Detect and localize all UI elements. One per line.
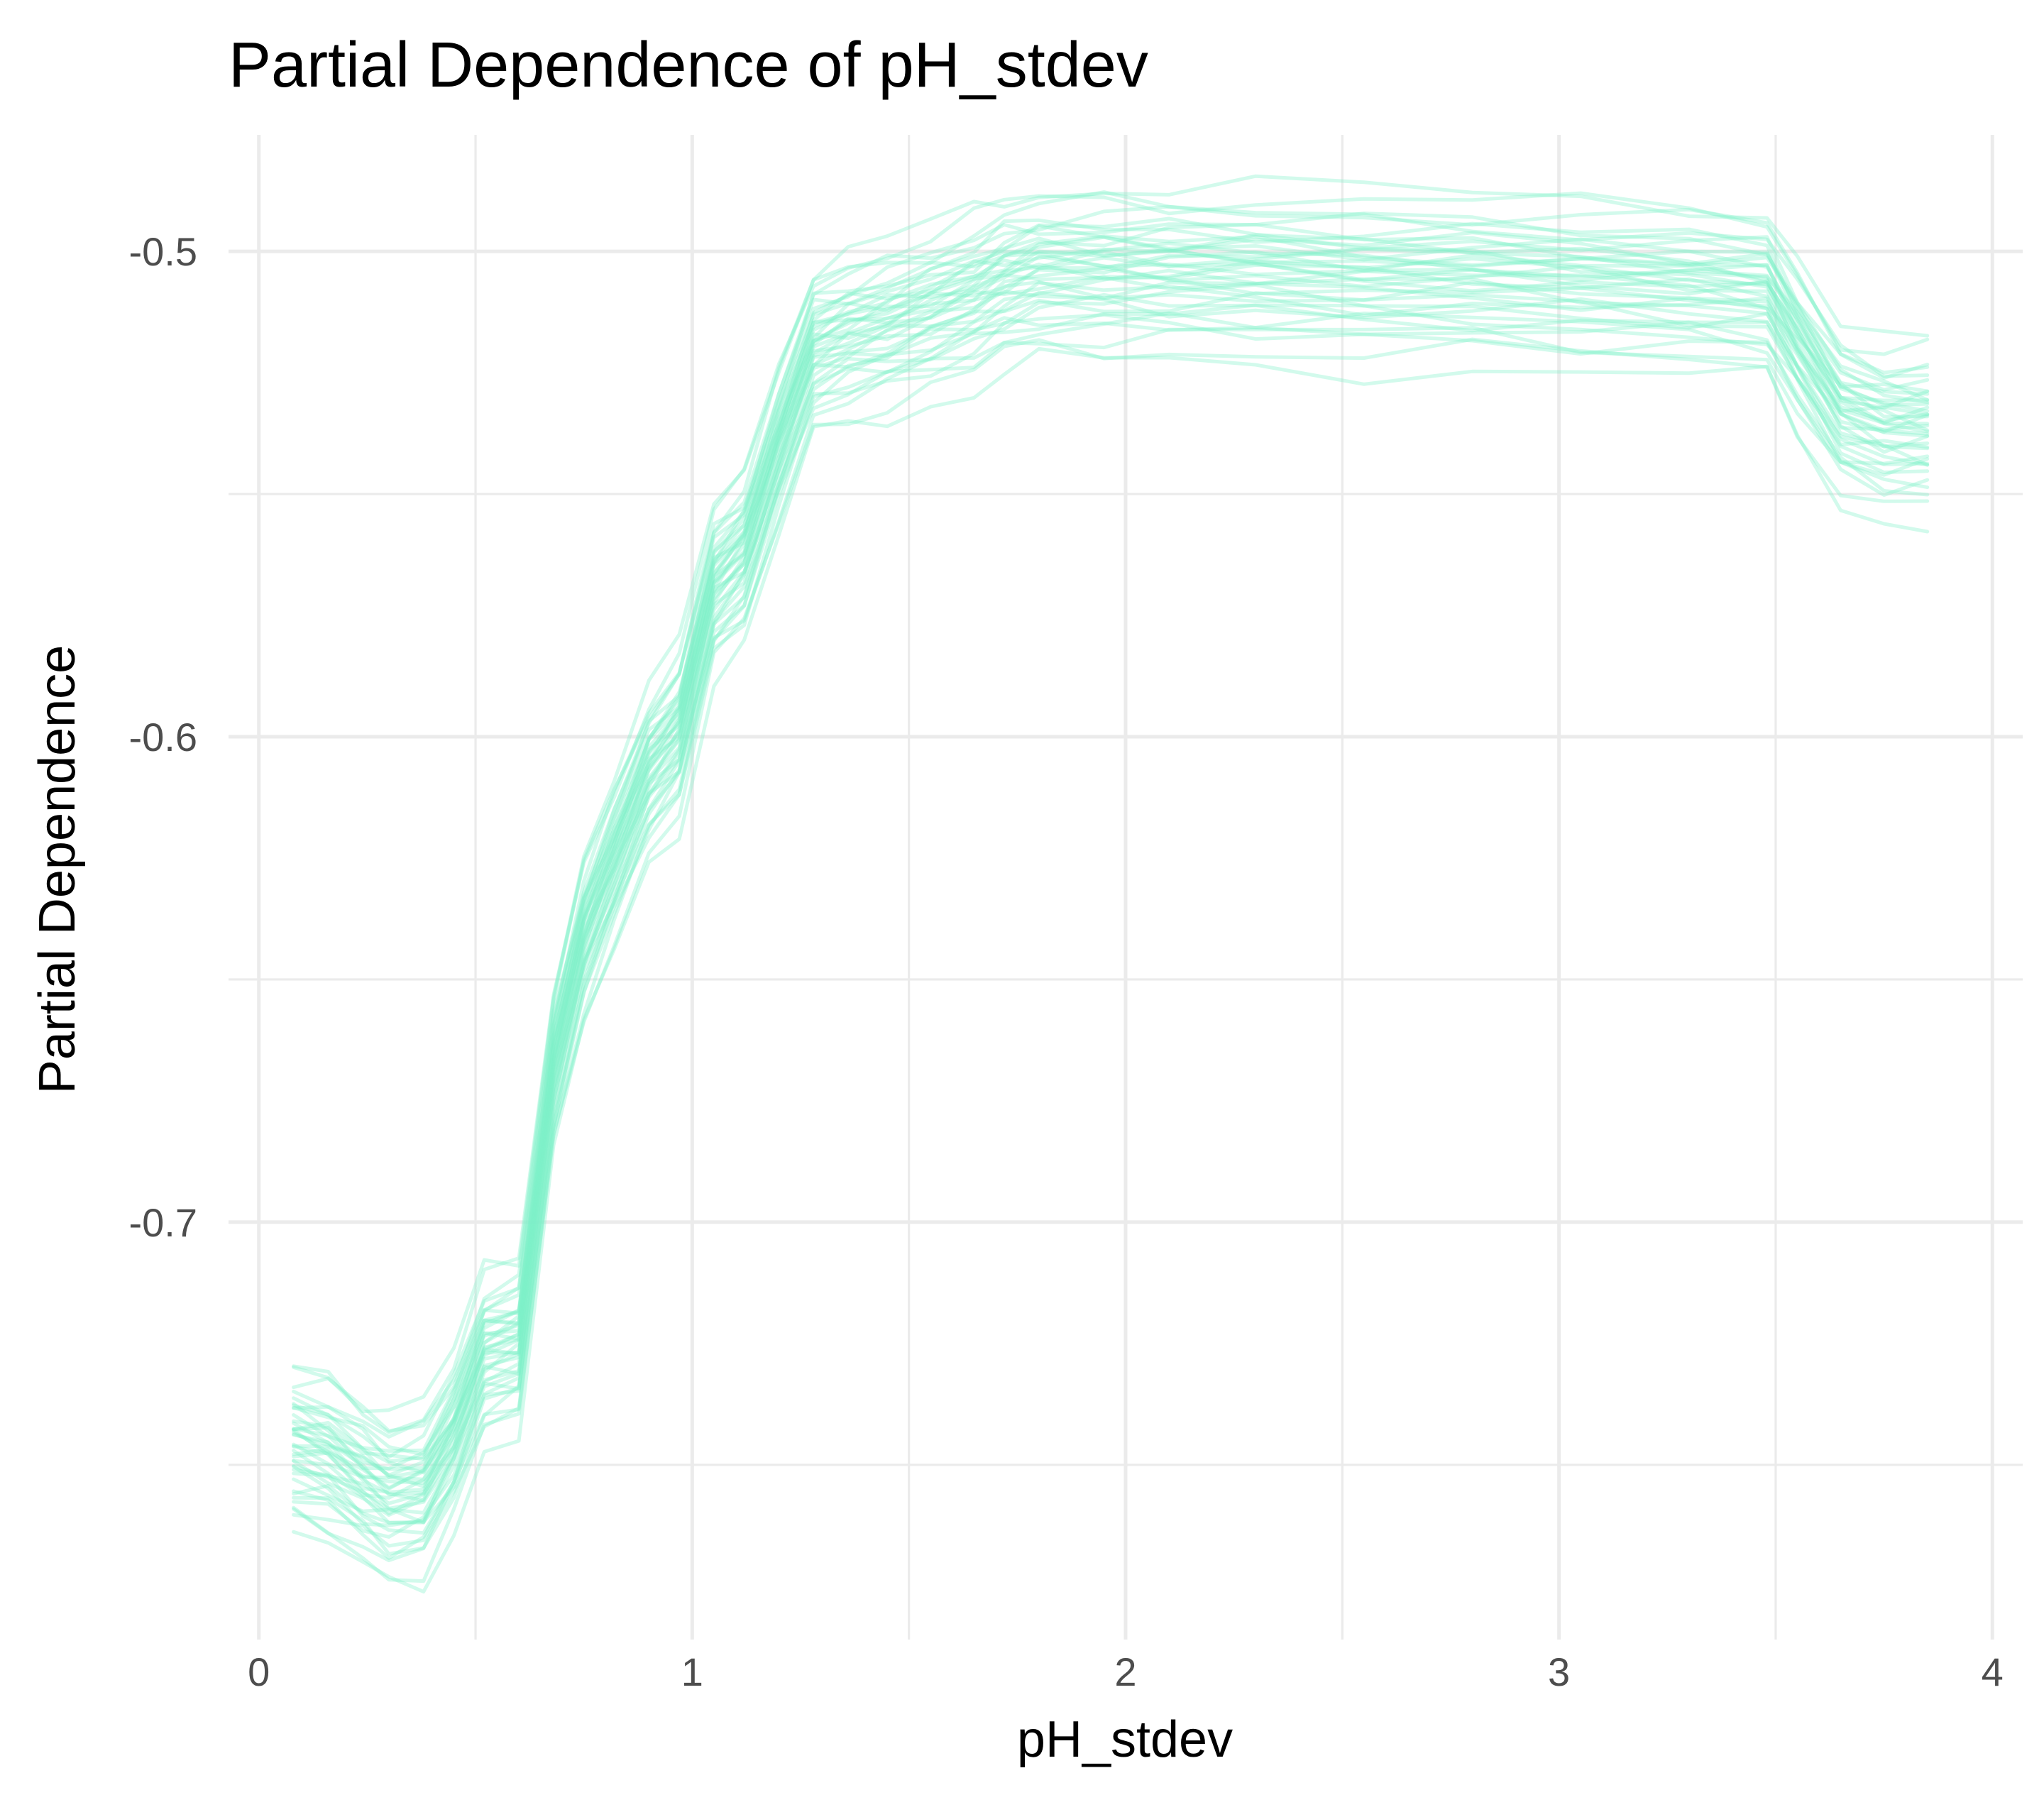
y-tick-label: -0.5 <box>129 229 198 274</box>
x-tick-label: 1 <box>681 1649 703 1694</box>
ice-line <box>292 269 1930 1515</box>
x-tick-label: 4 <box>1982 1649 2004 1694</box>
y-axis-title: Partial Dependence <box>29 645 86 1094</box>
ice-line <box>292 191 1930 1434</box>
ice-line <box>292 233 1930 1471</box>
x-tick-label: 3 <box>1548 1649 1570 1694</box>
ice-line <box>292 251 1930 1497</box>
ice-line <box>292 313 1930 1556</box>
ice-line <box>292 280 1930 1525</box>
ice-line <box>292 218 1930 1464</box>
x-axis-ticks: 0 1 2 3 4 <box>248 1649 2004 1694</box>
ice-line <box>292 222 1930 1453</box>
ice-line <box>292 290 1930 1535</box>
ice-line <box>292 224 1930 1475</box>
ice-line <box>292 246 1930 1490</box>
ice-line <box>292 231 1930 1471</box>
ice-line <box>292 277 1930 1517</box>
ice-line <box>292 248 1930 1488</box>
y-tick-label: -0.7 <box>129 1200 198 1245</box>
ice-line <box>292 312 1930 1560</box>
ice-line <box>292 256 1930 1485</box>
ice-lines <box>292 174 1930 1594</box>
y-axis-ticks: -0.7 -0.6 -0.5 <box>129 229 198 1245</box>
ice-line <box>292 311 1930 1548</box>
chart-title: Partial Dependence of pH_stdev <box>229 30 1148 101</box>
ice-line <box>292 235 1930 1479</box>
ice-line <box>292 246 1930 1491</box>
ice-line <box>292 292 1930 1525</box>
ice-line <box>292 234 1930 1461</box>
ice-line <box>292 263 1930 1500</box>
ice-line <box>292 266 1930 1510</box>
grid <box>229 135 2023 1640</box>
x-tick-label: 0 <box>248 1649 270 1694</box>
ice-line <box>292 212 1930 1459</box>
ice-line <box>292 282 1930 1515</box>
x-axis-title: pH_stdev <box>1017 1711 1233 1768</box>
ice-line <box>292 254 1930 1503</box>
ice-line <box>292 291 1930 1527</box>
ice-line <box>292 257 1930 1494</box>
ice-line <box>292 241 1930 1477</box>
ice-line <box>292 326 1930 1562</box>
ice-line <box>292 250 1930 1481</box>
ice-line <box>292 216 1930 1457</box>
ice-line <box>292 190 1930 1433</box>
y-tick-label: -0.6 <box>129 715 198 759</box>
ice-line <box>292 337 1930 1583</box>
x-tick-label: 2 <box>1114 1649 1136 1694</box>
ice-line <box>292 280 1930 1525</box>
ice-line <box>292 346 1930 1594</box>
ice-line <box>292 303 1930 1539</box>
ice-line <box>292 204 1930 1439</box>
ice-line <box>292 174 1930 1414</box>
ice-line <box>292 268 1930 1505</box>
